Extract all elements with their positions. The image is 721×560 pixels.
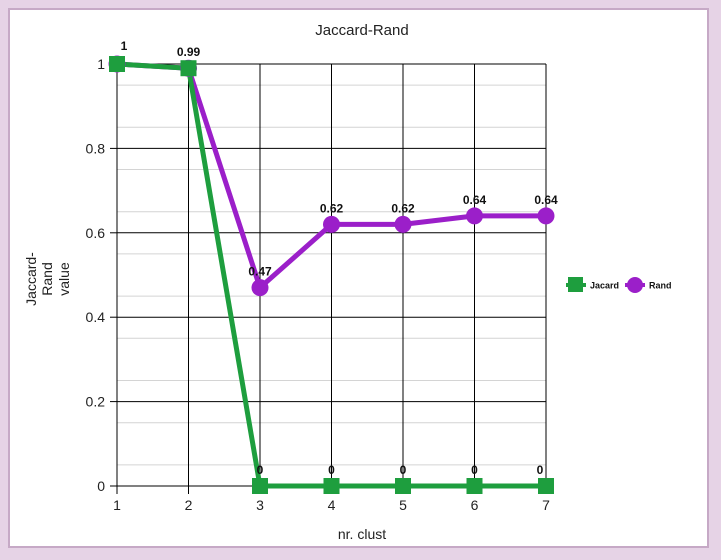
y-axis-label-line-1: Jaccard- bbox=[23, 252, 39, 306]
x-tick-label: 3 bbox=[256, 497, 264, 513]
jacard-point bbox=[109, 56, 125, 72]
rand-point bbox=[466, 207, 483, 225]
legend-rand-label: Rand bbox=[649, 281, 672, 291]
rand-point bbox=[251, 279, 269, 297]
y-tick-label: 0 bbox=[97, 478, 105, 494]
jacard-data-label: 0 bbox=[328, 463, 335, 477]
rand-data-label: 0.47 bbox=[248, 265, 272, 279]
x-axis-label: nr. clust bbox=[338, 526, 386, 542]
chart-title: Jaccard-Rand bbox=[315, 22, 408, 39]
y-tick-label: 1 bbox=[97, 56, 105, 72]
y-axis-ticks: 0 0.2 0.4 0.6 0.8 1 bbox=[86, 56, 106, 494]
jacard-point bbox=[538, 478, 554, 494]
legend-jacard-label: Jacard bbox=[590, 281, 619, 291]
legend-jacard-marker bbox=[568, 277, 583, 292]
rand-data-label: 0.62 bbox=[391, 201, 415, 215]
y-axis-label-line-3: value bbox=[56, 262, 72, 296]
jacard-data-label: 0 bbox=[400, 463, 407, 477]
legend-rand-marker bbox=[627, 277, 643, 293]
data-labels: 1 0.99 0 0 0 0 0 0.47 0.62 0.62 0.64 0.64 bbox=[121, 39, 558, 477]
jacard-data-label: 0.99 bbox=[177, 45, 201, 59]
rand-point bbox=[537, 207, 555, 225]
rand-data-label: 0.64 bbox=[463, 193, 487, 207]
rand-data-label: 0.62 bbox=[320, 201, 344, 215]
jacard-data-label: 0 bbox=[537, 463, 544, 477]
jacard-point bbox=[252, 478, 268, 494]
chart-frame bbox=[8, 8, 709, 548]
y-tick-label: 0.8 bbox=[86, 140, 106, 156]
x-axis-ticks: 1 2 3 4 5 6 7 bbox=[113, 497, 550, 513]
y-tick-label: 0.4 bbox=[86, 309, 106, 325]
x-tick-label: 1 bbox=[113, 497, 121, 513]
jacard-point bbox=[466, 478, 483, 494]
jacard-data-label: 0 bbox=[257, 463, 264, 477]
x-tick-label: 7 bbox=[542, 497, 550, 513]
x-tick-label: 2 bbox=[185, 497, 193, 513]
x-tick-label: 6 bbox=[471, 497, 479, 513]
y-axis-label: Jaccard- Rand value bbox=[23, 252, 72, 306]
rand-point bbox=[323, 215, 340, 233]
x-tick-label: 4 bbox=[328, 497, 336, 513]
jacard-data-label: 1 bbox=[121, 39, 128, 53]
series bbox=[108, 55, 555, 494]
jacard-point bbox=[395, 478, 411, 494]
rand-data-label: 0.64 bbox=[534, 193, 558, 207]
jacard-data-label: 0 bbox=[471, 463, 478, 477]
y-tick-label: 0.6 bbox=[86, 225, 106, 241]
grid bbox=[110, 63, 547, 494]
y-axis-label-line-2: Rand bbox=[39, 262, 55, 295]
y-tick-label: 0.2 bbox=[86, 394, 106, 410]
legend: Jacard Rand bbox=[566, 277, 672, 293]
jacard-point bbox=[180, 60, 197, 77]
jacard-point bbox=[323, 478, 340, 494]
rand-point bbox=[394, 215, 412, 233]
x-tick-label: 5 bbox=[399, 497, 407, 513]
